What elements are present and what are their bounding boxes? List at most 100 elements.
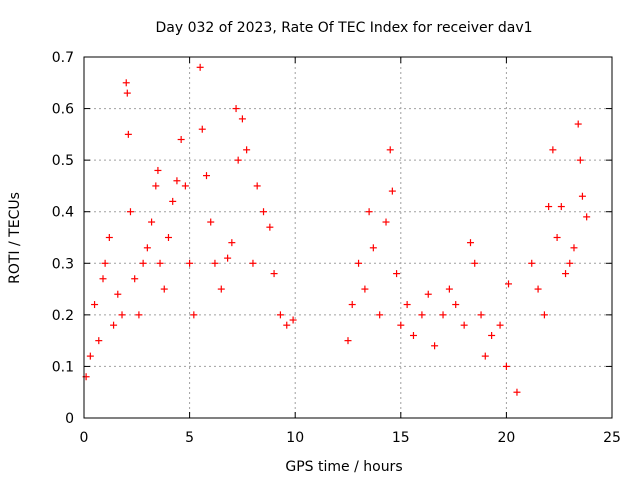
data-point [198, 125, 206, 133]
data-point [131, 275, 139, 283]
data-point [86, 352, 94, 360]
y-tick-label: 0.6 [52, 102, 74, 118]
data-point [566, 259, 574, 267]
data-point [266, 223, 274, 231]
data-point [99, 275, 107, 283]
data-point [502, 362, 510, 370]
data-point [260, 208, 268, 216]
data-point [481, 352, 489, 360]
data-point [578, 192, 586, 200]
data-point [110, 321, 118, 329]
data-point [424, 290, 432, 298]
data-point [361, 285, 369, 293]
data-point [576, 156, 584, 164]
y-tick-label: 0.2 [52, 308, 74, 324]
x-tick-label: 5 [185, 430, 194, 446]
data-point [124, 130, 132, 138]
data-point [540, 311, 548, 319]
y-tick-label: 0 [65, 411, 74, 427]
data-points [82, 63, 591, 396]
data-point [202, 172, 210, 180]
data-point [570, 244, 578, 252]
y-tick-label: 0.7 [52, 50, 74, 66]
data-point [365, 208, 373, 216]
data-point [409, 331, 417, 339]
data-point [283, 321, 291, 329]
data-point [139, 259, 147, 267]
data-point [553, 234, 561, 241]
data-point [126, 208, 134, 216]
axis-ticks: 0 5 10 15 20 25 0 0.1 0.2 0.3 0.4 0.5 0.6 0.7 [52, 50, 621, 446]
data-point [232, 105, 240, 113]
x-tick-label: 10 [286, 430, 304, 446]
data-point [534, 285, 542, 293]
data-point [270, 270, 278, 278]
data-point [488, 331, 496, 339]
data-point [545, 203, 553, 211]
data-point [549, 146, 557, 154]
data-point [95, 337, 103, 345]
data-point [445, 285, 453, 293]
data-point [418, 311, 426, 319]
data-point [471, 259, 479, 267]
data-point [431, 342, 439, 350]
data-point [289, 316, 297, 324]
x-tick-label: 0 [80, 430, 89, 446]
data-point [186, 259, 194, 267]
data-point [505, 280, 513, 288]
data-point [562, 270, 570, 278]
data-point [369, 244, 377, 252]
data-point [217, 285, 225, 293]
data-point [224, 254, 232, 262]
data-point [382, 218, 390, 226]
data-point [177, 136, 185, 144]
data-point [397, 321, 405, 329]
x-tick-label: 15 [392, 430, 410, 446]
data-point [393, 270, 401, 278]
data-point [114, 290, 122, 298]
y-tick-label: 0.4 [52, 205, 74, 221]
plot-frame [83, 56, 613, 419]
data-point [118, 311, 126, 319]
data-point [355, 259, 363, 267]
chart-title: Day 032 of 2023, Rate Of TEC Index for r… [155, 20, 532, 36]
data-point [513, 388, 521, 396]
data-point [160, 285, 168, 293]
data-point [143, 244, 151, 252]
data-point [169, 197, 177, 205]
y-axis-title: ROTI / TECUs [7, 192, 23, 284]
data-point [528, 259, 536, 267]
data-point [181, 182, 189, 190]
data-point [196, 63, 204, 71]
data-point [386, 146, 394, 154]
data-point [452, 301, 460, 309]
x-tick-label: 25 [603, 430, 621, 446]
x-tick-label: 20 [497, 430, 515, 446]
data-point [460, 321, 468, 329]
y-tick-label: 0.3 [52, 256, 74, 272]
data-point [105, 234, 113, 241]
data-point [276, 311, 284, 319]
data-point [376, 311, 384, 319]
y-tick-label: 0.5 [52, 153, 74, 169]
data-point [173, 177, 181, 185]
data-point [583, 213, 591, 221]
grid-lines [84, 57, 612, 418]
y-tick-label: 0.1 [52, 359, 74, 375]
data-point [164, 234, 172, 241]
data-point [135, 311, 143, 319]
data-point [496, 321, 504, 329]
data-point [156, 259, 164, 267]
data-point [234, 156, 242, 164]
data-point [123, 89, 131, 97]
data-point [557, 203, 565, 211]
data-point [238, 115, 246, 123]
data-point [152, 182, 160, 190]
data-point [477, 311, 485, 319]
data-point [91, 301, 99, 309]
data-point [574, 120, 582, 128]
x-axis-title: GPS time / hours [285, 459, 402, 475]
data-point [101, 259, 109, 267]
data-point [154, 166, 162, 174]
